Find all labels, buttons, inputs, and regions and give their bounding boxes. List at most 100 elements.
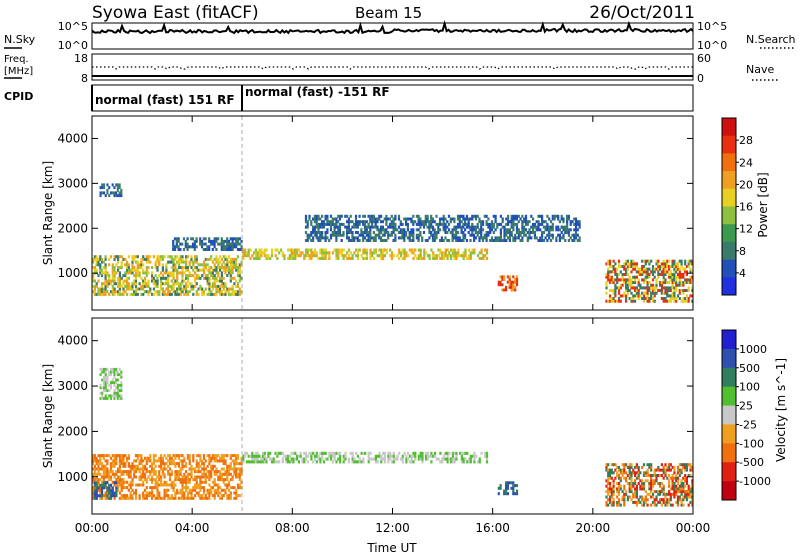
power-cell [322, 248, 326, 252]
power-cell [551, 217, 554, 221]
power-cell [229, 257, 232, 261]
power-cell [371, 236, 374, 240]
power-cell [626, 291, 629, 295]
power-cell [172, 242, 175, 246]
power-cell [197, 276, 200, 280]
velocity-cell [124, 470, 127, 474]
power-cell [435, 214, 438, 218]
velocity-cell [362, 460, 365, 464]
velocity-cell [235, 496, 238, 500]
power-cell [238, 268, 241, 272]
power-cell [310, 248, 313, 252]
velocity-cell [619, 479, 622, 483]
velocity-cell [628, 484, 631, 488]
velocity-cell [113, 394, 116, 398]
velocity-cell [126, 486, 129, 490]
power-cell [473, 214, 476, 218]
velocity-cell [113, 367, 116, 371]
velocity-cell [229, 478, 232, 482]
power-cell [496, 222, 499, 226]
velocity-cell [224, 478, 227, 482]
velocity-cell [226, 454, 229, 458]
power-cell [156, 290, 159, 294]
power-cell [201, 287, 204, 291]
power-cell [507, 222, 510, 226]
power-cell [546, 225, 549, 229]
power-cell [612, 259, 615, 263]
velocity-cell [97, 480, 100, 484]
velocity-cell [149, 472, 152, 476]
power-cell [133, 268, 136, 272]
velocity-cell [115, 459, 118, 463]
power-cell [346, 256, 349, 260]
power-cell [104, 276, 107, 280]
power-cell [349, 228, 352, 232]
velocity-colorbar-tick-label: 500 [739, 362, 760, 375]
power-cell [210, 271, 213, 275]
velocity-cell [628, 490, 631, 494]
power-cell [634, 265, 637, 268]
power-cell [235, 245, 238, 249]
velocity-colorbar-label: Velocity [m s^-1] [774, 358, 788, 462]
velocity-cell [194, 467, 197, 471]
velocity-cell [290, 460, 293, 464]
velocity-cell [115, 370, 118, 374]
velocity-cell [238, 472, 241, 476]
power-cell [365, 254, 368, 258]
power-cell [292, 256, 295, 260]
velocity-cell [466, 451, 469, 455]
power-cell [641, 291, 644, 295]
velocity-cell [669, 495, 672, 499]
power-cell [337, 214, 340, 218]
power-cell [449, 231, 452, 234]
power-cell [651, 289, 655, 292]
power-cell [136, 266, 139, 269]
power-cell [354, 225, 358, 229]
velocity-cell [186, 454, 189, 458]
velocity-cell [235, 472, 238, 476]
power-cell [414, 220, 417, 224]
velocity-cell [506, 484, 509, 488]
power-cell [576, 222, 579, 226]
velocity-cell [691, 487, 694, 491]
power-cell [465, 214, 468, 218]
power-cell [304, 254, 308, 258]
power-cell [208, 237, 211, 241]
power-cell [227, 245, 231, 249]
power-cell [347, 222, 350, 226]
velocity-cell [655, 474, 658, 477]
power-cell [430, 214, 433, 218]
power-cell [347, 220, 350, 224]
velocity-cell [668, 492, 671, 496]
power-cell [103, 191, 106, 195]
velocity-cell [126, 470, 129, 474]
power-colorbar-tick-label: 28 [739, 134, 753, 147]
velocity-cell [276, 454, 279, 458]
power-cell [156, 276, 159, 280]
power-cell [104, 282, 107, 286]
power-cell [129, 284, 132, 288]
velocity-cell [637, 482, 640, 485]
power-cell [253, 251, 256, 255]
velocity-cell [635, 484, 638, 488]
velocity-cell [360, 460, 363, 464]
power-cell [195, 237, 198, 241]
velocity-cell [628, 465, 631, 469]
velocity-cell [210, 459, 213, 463]
velocity-cell [446, 454, 449, 458]
power-cell [507, 236, 510, 240]
power-cell [458, 239, 461, 242]
velocity-cell [201, 467, 204, 471]
velocity-cell [623, 503, 626, 507]
velocity-cell [219, 491, 222, 495]
power-cell [539, 228, 542, 232]
power-cell [188, 260, 191, 264]
freq-tick-top: 18 [74, 52, 88, 65]
power-y-axis-label: Slant Range [km] [41, 161, 55, 265]
power-cell [226, 290, 229, 294]
velocity-cell [108, 454, 111, 458]
velocity-cell [510, 481, 513, 485]
power-cell [646, 289, 649, 292]
power-cell [346, 236, 349, 240]
power-cell [644, 286, 647, 290]
